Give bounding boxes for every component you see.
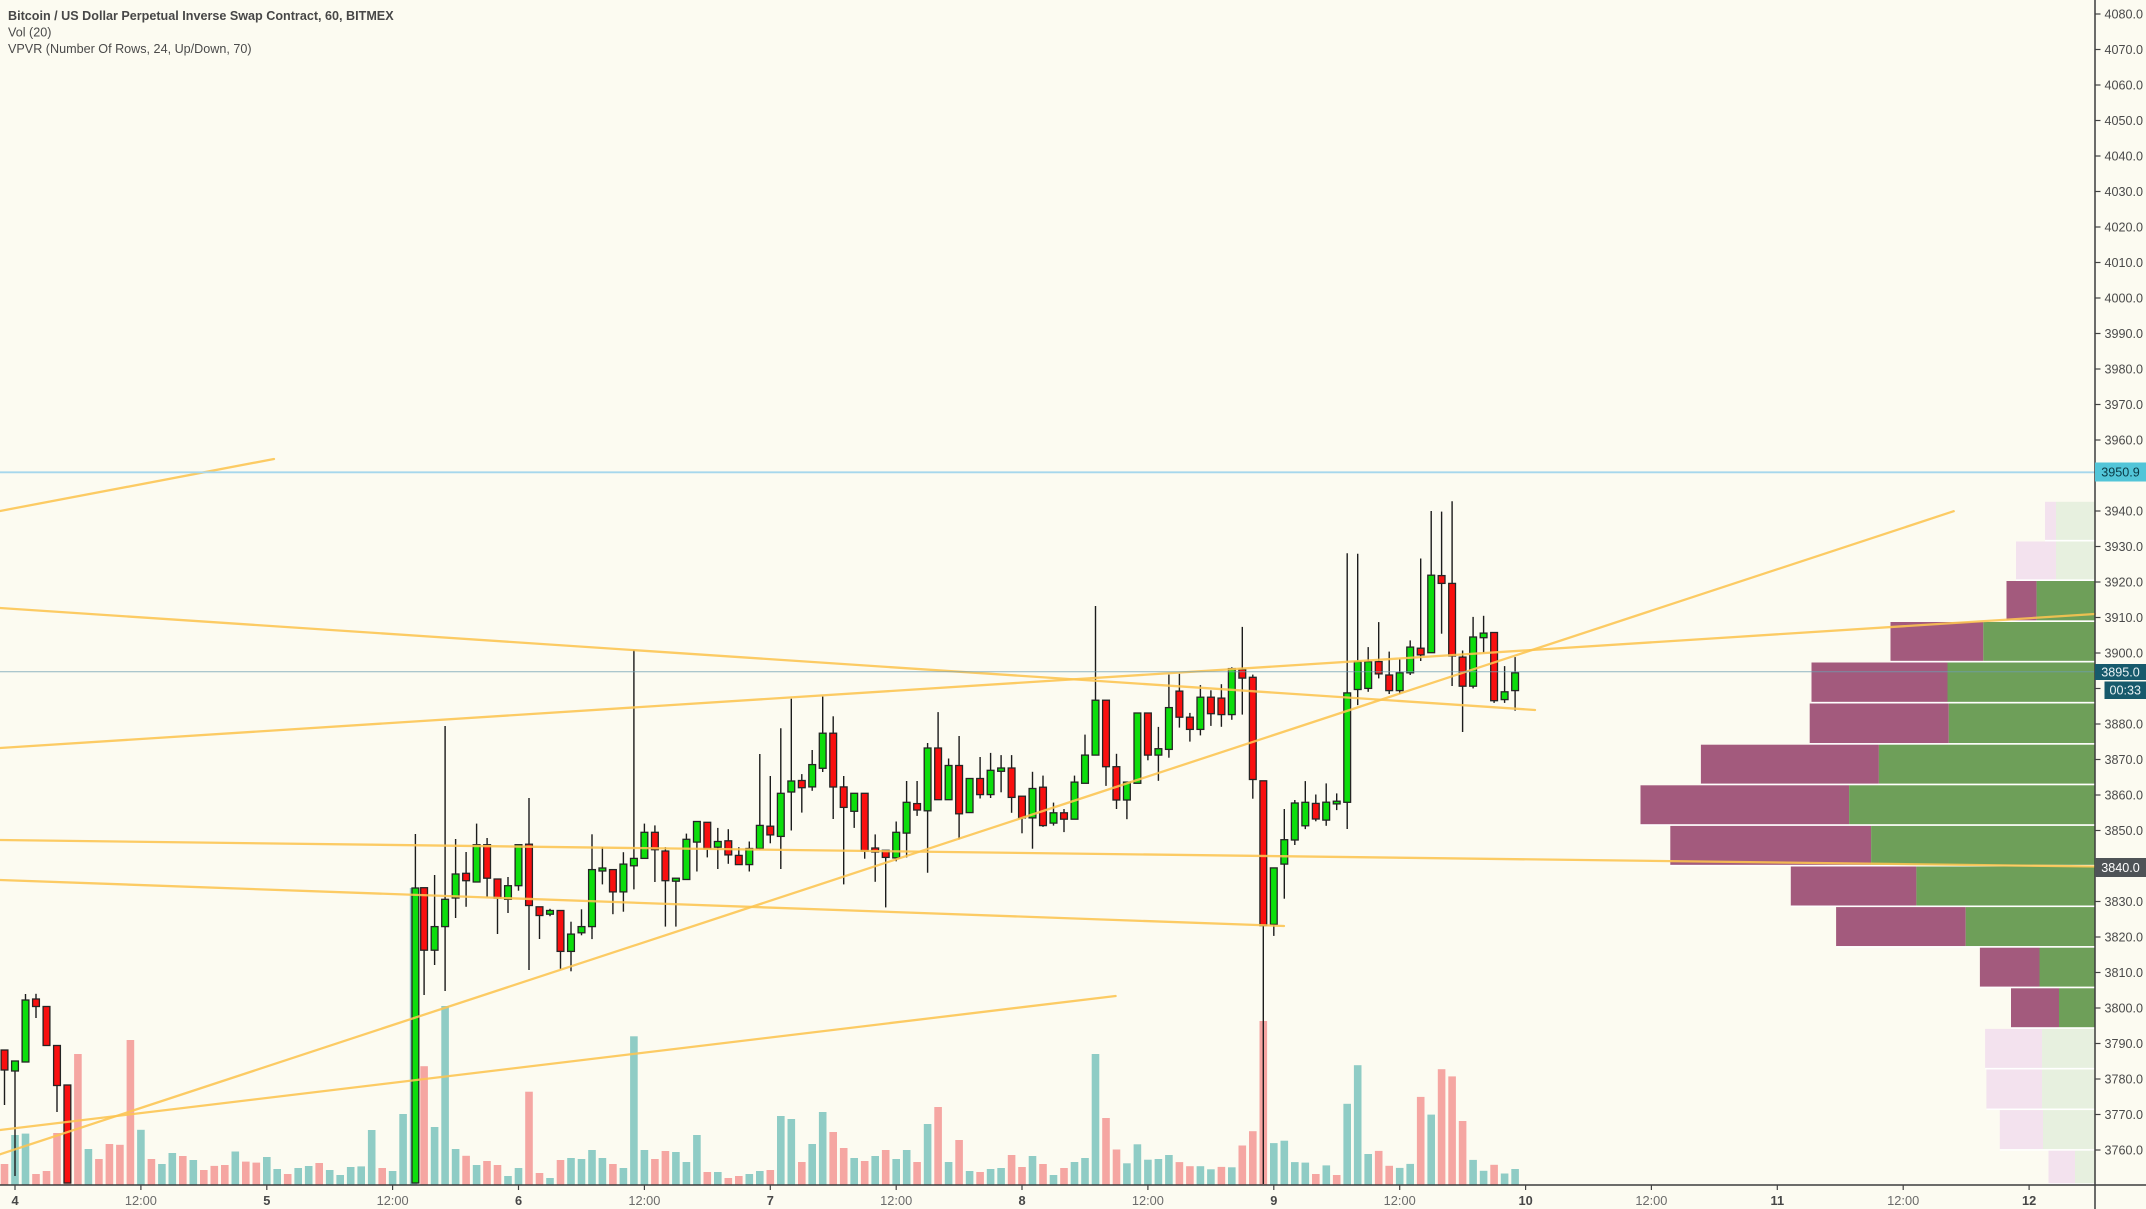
svg-text:3920.0: 3920.0 <box>2105 575 2144 589</box>
svg-text:12:00: 12:00 <box>880 1193 912 1208</box>
svg-text:3810.0: 3810.0 <box>2105 966 2144 980</box>
svg-text:4050.0: 4050.0 <box>2105 114 2144 128</box>
svg-text:Bitcoin / US Dollar Perpetual: Bitcoin / US Dollar Perpetual Inverse Sw… <box>8 9 394 23</box>
svg-text:4020.0: 4020.0 <box>2105 220 2144 234</box>
svg-text:4010.0: 4010.0 <box>2105 256 2144 270</box>
svg-text:3850.0: 3850.0 <box>2105 824 2144 838</box>
svg-text:12:00: 12:00 <box>377 1193 409 1208</box>
svg-text:3910.0: 3910.0 <box>2105 611 2144 625</box>
svg-text:3840.0: 3840.0 <box>2101 861 2140 875</box>
svg-text:4030.0: 4030.0 <box>2105 185 2144 199</box>
svg-text:4080.0: 4080.0 <box>2105 7 2144 21</box>
svg-text:3950.9: 3950.9 <box>2101 465 2140 479</box>
svg-text:12: 12 <box>2022 1193 2036 1208</box>
svg-text:3990.0: 3990.0 <box>2105 327 2144 341</box>
svg-text:3800.0: 3800.0 <box>2105 1001 2144 1015</box>
svg-text:12:00: 12:00 <box>628 1193 660 1208</box>
svg-text:9: 9 <box>1270 1193 1277 1208</box>
svg-text:3830.0: 3830.0 <box>2105 895 2144 909</box>
svg-text:3870.0: 3870.0 <box>2105 753 2144 767</box>
svg-text:3940.0: 3940.0 <box>2105 504 2144 518</box>
svg-text:3895.0: 3895.0 <box>2101 665 2140 679</box>
svg-text:3960.0: 3960.0 <box>2105 433 2144 447</box>
svg-text:12:00: 12:00 <box>1132 1193 1164 1208</box>
svg-text:4: 4 <box>11 1193 19 1208</box>
svg-text:3760.0: 3760.0 <box>2105 1143 2144 1157</box>
svg-text:4000.0: 4000.0 <box>2105 291 2144 305</box>
svg-text:3880.0: 3880.0 <box>2105 717 2144 731</box>
svg-text:7: 7 <box>767 1193 774 1208</box>
svg-text:12:00: 12:00 <box>1635 1193 1667 1208</box>
svg-text:12:00: 12:00 <box>1887 1193 1919 1208</box>
svg-text:VPVR (Number Of Rows, 24, Up/D: VPVR (Number Of Rows, 24, Up/Down, 70) <box>8 42 252 56</box>
svg-text:3820.0: 3820.0 <box>2105 930 2144 944</box>
svg-text:12:00: 12:00 <box>1384 1193 1416 1208</box>
svg-text:10: 10 <box>1518 1193 1532 1208</box>
svg-text:3860.0: 3860.0 <box>2105 788 2144 802</box>
svg-text:3980.0: 3980.0 <box>2105 362 2144 376</box>
svg-text:3930.0: 3930.0 <box>2105 540 2144 554</box>
svg-text:8: 8 <box>1018 1193 1025 1208</box>
svg-text:00:33: 00:33 <box>2109 684 2141 698</box>
svg-text:3790.0: 3790.0 <box>2105 1037 2144 1051</box>
svg-text:5: 5 <box>263 1193 270 1208</box>
svg-text:3780.0: 3780.0 <box>2105 1072 2144 1086</box>
svg-text:11: 11 <box>1771 1193 1785 1208</box>
svg-text:4040.0: 4040.0 <box>2105 149 2144 163</box>
svg-text:6: 6 <box>515 1193 522 1208</box>
svg-text:4060.0: 4060.0 <box>2105 78 2144 92</box>
svg-text:3900.0: 3900.0 <box>2105 646 2144 660</box>
svg-text:Vol (20): Vol (20) <box>8 26 51 40</box>
svg-text:4070.0: 4070.0 <box>2105 43 2144 57</box>
svg-text:3970.0: 3970.0 <box>2105 398 2144 412</box>
svg-text:3770.0: 3770.0 <box>2105 1108 2144 1122</box>
svg-text:12:00: 12:00 <box>125 1193 157 1208</box>
